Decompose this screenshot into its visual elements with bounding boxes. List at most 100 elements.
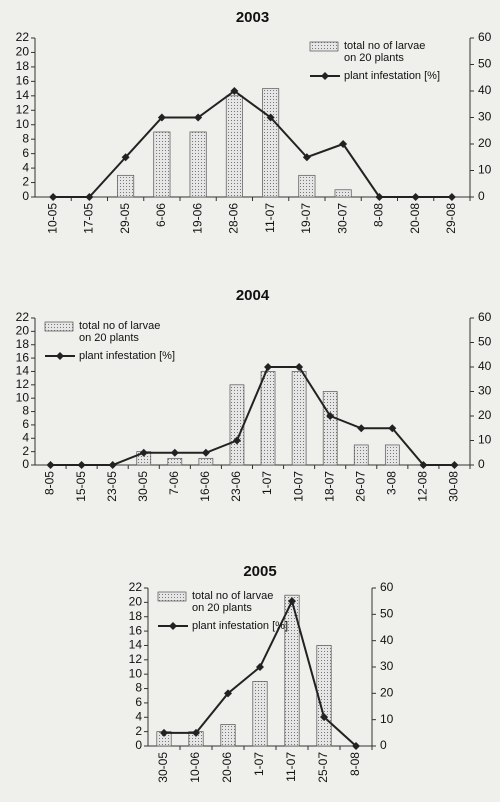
x-tick-label: 10-07 [291, 471, 305, 502]
bar [117, 174, 135, 198]
y-tick-label: 6 [22, 146, 29, 160]
line-marker [411, 193, 420, 201]
bar [284, 594, 300, 747]
line-marker [357, 424, 366, 433]
line-marker [46, 461, 55, 469]
legend-label: plant infestation [%] [79, 350, 176, 362]
line-marker [450, 461, 459, 469]
x-tick-label: 26-07 [353, 471, 367, 502]
y-tick-label: 2 [22, 444, 29, 458]
bar [334, 189, 352, 198]
bar [167, 457, 183, 466]
y2-tick-label: 0 [380, 738, 387, 752]
bar [291, 371, 307, 466]
legend-entry: plant infestation [%] [79, 350, 176, 362]
x-tick-label: 20-08 [408, 203, 422, 234]
y-tick-label: 20 [16, 324, 30, 338]
x-tick-label: 23-05 [105, 471, 119, 502]
bar [260, 371, 276, 466]
x-tick-label: 30-05 [136, 471, 150, 502]
line-marker [170, 448, 179, 457]
x-tick-label: 6-06 [154, 203, 168, 227]
line [53, 89, 452, 198]
chart-title: 2003 [236, 9, 269, 26]
legend-marker [321, 72, 329, 80]
y2-tick-label: 20 [478, 136, 492, 150]
line-marker [108, 461, 117, 469]
line-marker [232, 436, 241, 445]
legend-entry: total no of larvae on 20 plants [192, 590, 273, 614]
y-tick-label: 16 [16, 74, 30, 88]
y-tick-label: 16 [129, 623, 143, 637]
line-marker [139, 448, 148, 457]
x-tick-label: 10-06 [188, 752, 202, 783]
line-marker [352, 742, 360, 750]
y-tick-label: 20 [16, 45, 30, 59]
bar [252, 681, 268, 747]
line-marker [85, 193, 94, 201]
x-tick-label: 11-07 [263, 203, 277, 233]
x-tick-label: 25-07 [316, 752, 330, 783]
y2-tick-label: 50 [380, 607, 394, 621]
line-marker [230, 87, 239, 95]
legend-label: total no of larvae on 20 plants [344, 40, 426, 64]
line-marker [201, 448, 210, 457]
y2-tick-label: 10 [380, 712, 394, 726]
line-marker [49, 193, 58, 201]
y-tick-label: 0 [135, 738, 142, 752]
legend-swatch [157, 591, 187, 602]
bar [198, 457, 214, 466]
y2-tick-label: 60 [478, 310, 492, 324]
y2-tick-label: 50 [478, 335, 492, 349]
x-tick-label: 11-07 [284, 752, 298, 782]
y-tick-label: 12 [16, 377, 30, 391]
y2-tick-label: 40 [478, 359, 492, 373]
y-tick-label: 10 [129, 666, 143, 680]
y-tick-label: 4 [135, 709, 142, 723]
y-tick-label: 8 [22, 404, 29, 418]
y-tick-label: 2 [135, 724, 142, 738]
y-tick-label: 22 [16, 30, 30, 44]
bar [298, 174, 316, 198]
x-tick-label: 8-08 [372, 203, 386, 227]
y2-tick-label: 0 [478, 457, 485, 471]
x-tick-label: 15-05 [74, 471, 88, 502]
y2-tick-label: 40 [380, 633, 394, 647]
bar [189, 131, 207, 198]
y2-tick-label: 0 [478, 189, 485, 203]
line-marker [192, 728, 200, 737]
line-marker [320, 713, 328, 722]
legend-entry: total no of larvae on 20 plants [79, 320, 161, 344]
bar [220, 724, 236, 747]
y-tick-label: 18 [16, 59, 30, 73]
x-tick-label: 10-05 [45, 203, 59, 234]
y2-tick-label: 10 [478, 433, 492, 447]
x-tick-label: 30-05 [156, 752, 170, 783]
line-marker [288, 597, 296, 606]
y-tick-label: 14 [129, 638, 143, 652]
y2-tick-label: 40 [478, 83, 492, 97]
y-tick-label: 6 [135, 695, 142, 709]
line-marker [194, 113, 203, 122]
x-tick-label: 7-06 [167, 471, 181, 495]
x-tick-label: 1-07 [260, 471, 274, 495]
bar [353, 444, 369, 466]
y-tick-label: 0 [22, 189, 29, 203]
legend-marker [169, 622, 177, 630]
y-tick-label: 4 [22, 160, 29, 174]
chart-title: 2005 [243, 563, 276, 580]
legend-label: total no of larvae on 20 plants [79, 320, 161, 344]
y-tick-label: 22 [129, 580, 143, 594]
y-tick-label: 20 [129, 595, 143, 609]
bar [229, 384, 245, 466]
y-tick-label: 10 [16, 390, 30, 404]
y-tick-label: 16 [16, 350, 30, 364]
line-marker [264, 363, 273, 371]
x-tick-label: 8-05 [43, 471, 57, 495]
y-tick-label: 14 [16, 88, 30, 102]
bar [384, 444, 400, 466]
y-tick-label: 12 [129, 652, 143, 666]
y2-tick-label: 10 [478, 163, 492, 177]
y-tick-label: 10 [16, 117, 30, 131]
line-marker [77, 461, 86, 469]
